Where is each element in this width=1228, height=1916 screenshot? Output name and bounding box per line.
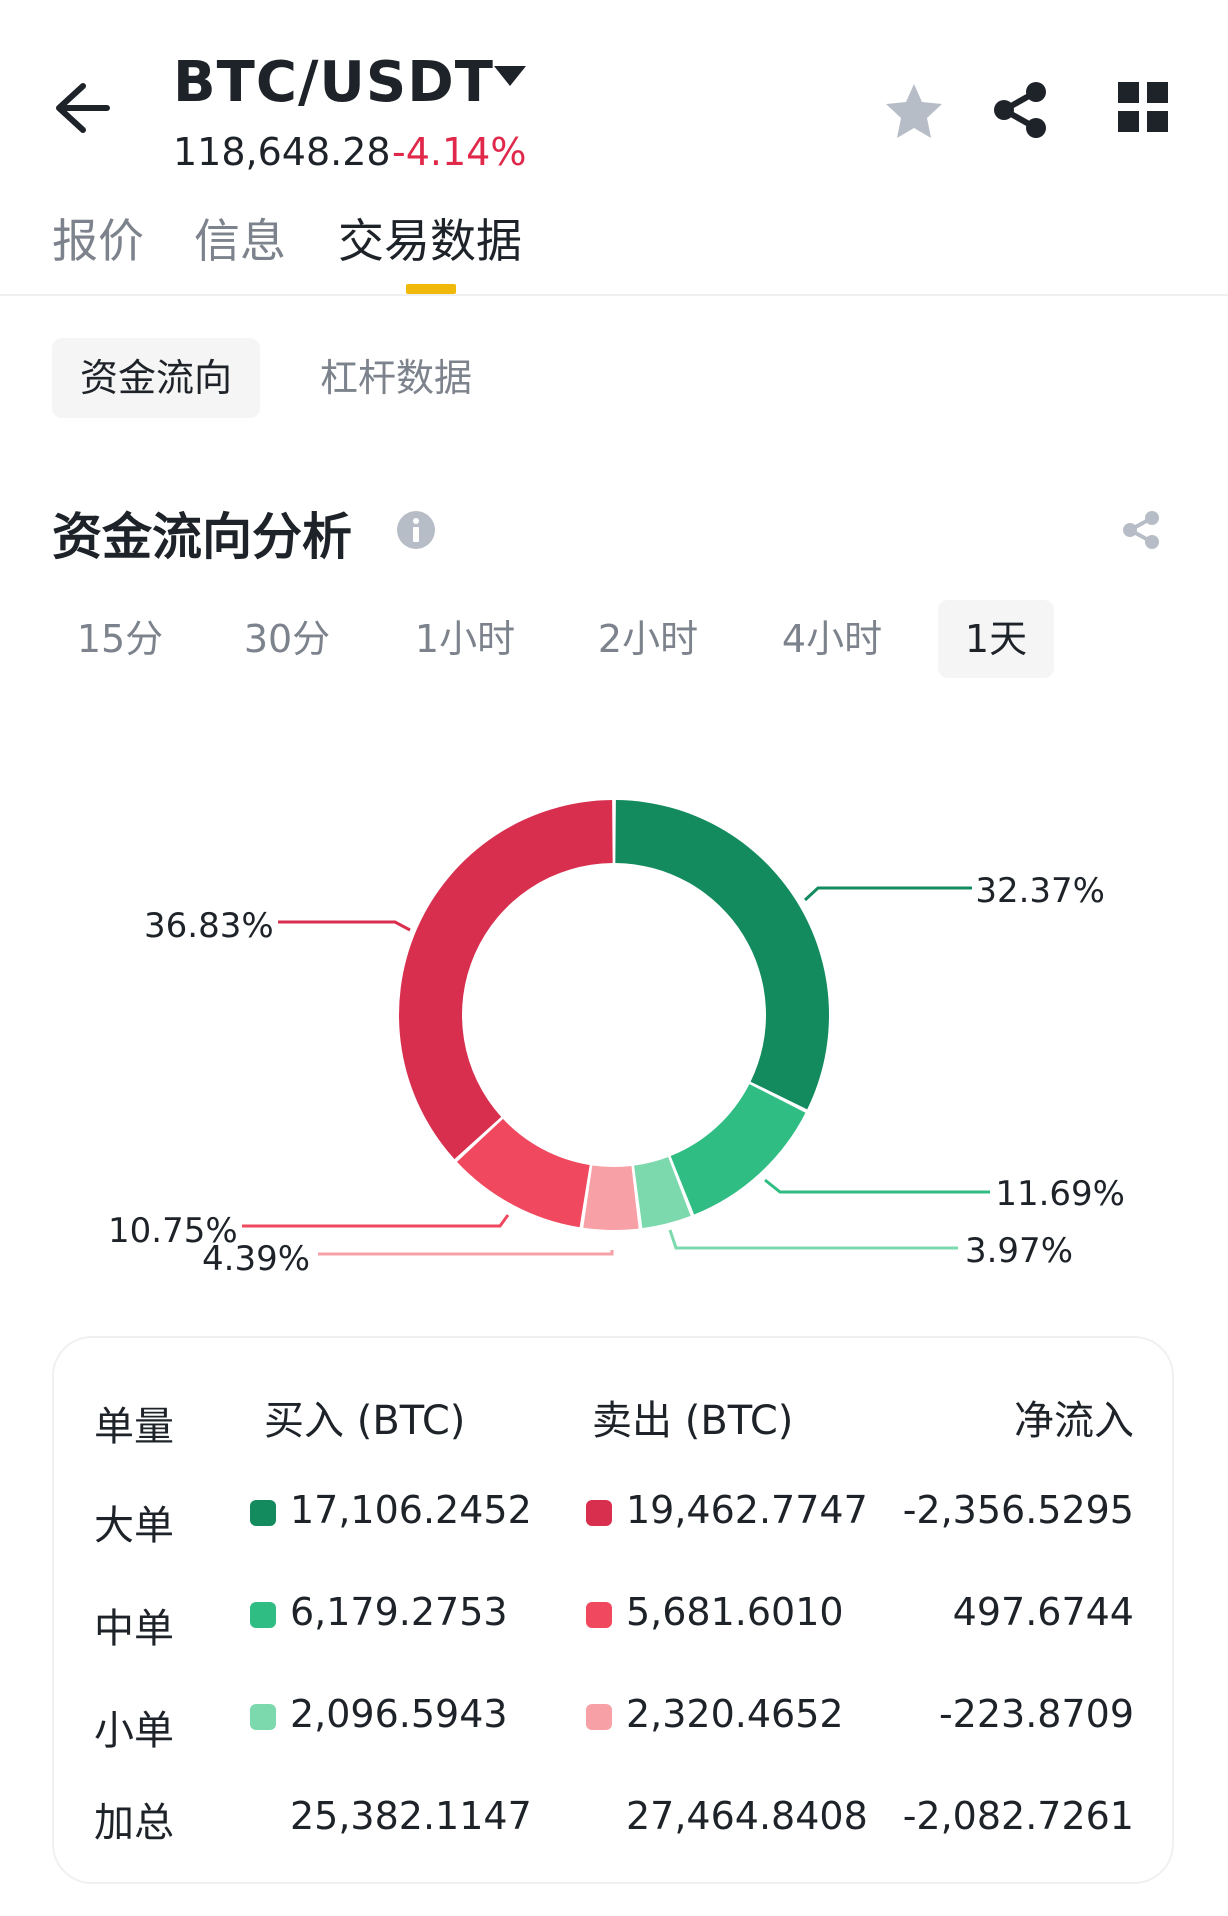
row-label-small: 小单 bbox=[94, 1708, 174, 1754]
donut-slice bbox=[634, 1157, 691, 1229]
donut-slice bbox=[456, 1118, 590, 1228]
slice-percent-label: 36.83% bbox=[144, 906, 274, 946]
table-header-order-size: 单量 bbox=[94, 1404, 174, 1450]
time-range-1d[interactable]: 1天 bbox=[938, 600, 1054, 678]
table-header-buy: 买入 (BTC) bbox=[264, 1398, 466, 1444]
buy-medium-value: 6,179.2753 bbox=[290, 1590, 508, 1634]
sell-small-value: 2,320.4652 bbox=[626, 1692, 844, 1736]
donut-slice bbox=[615, 800, 829, 1110]
sell-total-value: 27,464.8408 bbox=[626, 1794, 868, 1838]
buy-total-value: 25,382.1147 bbox=[290, 1794, 532, 1838]
buy-medium-swatch bbox=[250, 1602, 276, 1628]
net-total-value: -2,082.7261 bbox=[902, 1794, 1134, 1838]
tab-info[interactable]: 信息 bbox=[194, 214, 286, 268]
price-change-percent: -4.14% bbox=[392, 130, 527, 174]
time-range-4h[interactable]: 4小时 bbox=[781, 617, 883, 661]
back-arrow-icon[interactable] bbox=[55, 80, 145, 140]
row-label-medium: 中单 bbox=[94, 1606, 174, 1652]
info-icon[interactable] bbox=[396, 510, 436, 550]
slice-percent-label: 11.69% bbox=[995, 1174, 1125, 1214]
net-medium-value: 497.6744 bbox=[952, 1590, 1134, 1634]
row-label-large: 大单 bbox=[94, 1503, 174, 1549]
slice-leader-line bbox=[318, 1250, 614, 1256]
net-small-value: -223.8709 bbox=[938, 1692, 1134, 1736]
net-large-value: -2,356.5295 bbox=[902, 1488, 1134, 1532]
sell-small-swatch bbox=[586, 1704, 612, 1730]
slice-percent-label: 4.39% bbox=[202, 1239, 310, 1279]
header-divider bbox=[0, 294, 1228, 296]
sell-medium-value: 5,681.6010 bbox=[626, 1590, 844, 1634]
slice-percent-label: 3.97% bbox=[965, 1231, 1073, 1271]
last-price: 118,648.28 bbox=[173, 130, 391, 174]
caret-down-icon[interactable] bbox=[490, 62, 530, 92]
subtab-fund-flow[interactable]: 资金流向 bbox=[52, 338, 261, 418]
slice-leader-line bbox=[764, 1178, 990, 1194]
buy-large-swatch bbox=[250, 1500, 276, 1526]
table-header-net-inflow: 净流入 bbox=[1014, 1398, 1134, 1444]
donut-slice bbox=[399, 800, 613, 1160]
slice-leader-line bbox=[803, 886, 972, 902]
grid-menu-icon[interactable] bbox=[1118, 82, 1168, 132]
buy-small-value: 2,096.5943 bbox=[290, 1692, 508, 1736]
share-icon[interactable] bbox=[990, 78, 1054, 142]
time-range-15m[interactable]: 15分 bbox=[76, 617, 164, 661]
time-range-30m[interactable]: 30分 bbox=[243, 617, 331, 661]
slice-percent-label: 32.37% bbox=[975, 871, 1105, 911]
donut-slice bbox=[670, 1084, 806, 1215]
row-label-total: 加总 bbox=[94, 1800, 174, 1846]
pair-title[interactable]: BTC/USDT bbox=[173, 50, 494, 115]
star-icon[interactable] bbox=[880, 78, 948, 146]
share-icon[interactable] bbox=[1120, 508, 1164, 552]
fund-flow-donut-chart: 32.37% 11.69% 3.97% 4.39%10.75% 36.83% bbox=[108, 800, 1125, 1279]
buy-small-swatch bbox=[250, 1704, 276, 1730]
subtab-leverage-data[interactable]: 杠杆数据 bbox=[320, 356, 473, 400]
slice-leader-line bbox=[668, 1229, 958, 1250]
sell-large-value: 19,462.7747 bbox=[626, 1488, 868, 1532]
sell-medium-swatch bbox=[586, 1602, 612, 1628]
tab-trading-data[interactable]: 交易数据 bbox=[338, 214, 522, 268]
slice-leader-line bbox=[278, 920, 411, 932]
donut-slice bbox=[583, 1165, 639, 1230]
tab-active-indicator bbox=[406, 284, 456, 294]
slice-leader-line bbox=[242, 1214, 510, 1228]
section-title: 资金流向分析 bbox=[52, 508, 352, 566]
buy-large-value: 17,106.2452 bbox=[290, 1488, 532, 1532]
time-range-1h[interactable]: 1小时 bbox=[414, 617, 516, 661]
time-range-2h[interactable]: 2小时 bbox=[597, 617, 699, 661]
fund-flow-table: 单量 买入 (BTC) 卖出 (BTC) 净流入 大单 17,106.2452 … bbox=[52, 1336, 1174, 1884]
table-header-sell: 卖出 (BTC) bbox=[592, 1398, 794, 1444]
sell-large-swatch bbox=[586, 1500, 612, 1526]
tab-quote[interactable]: 报价 bbox=[52, 214, 144, 268]
slice-percent-label: 10.75% bbox=[108, 1211, 238, 1251]
